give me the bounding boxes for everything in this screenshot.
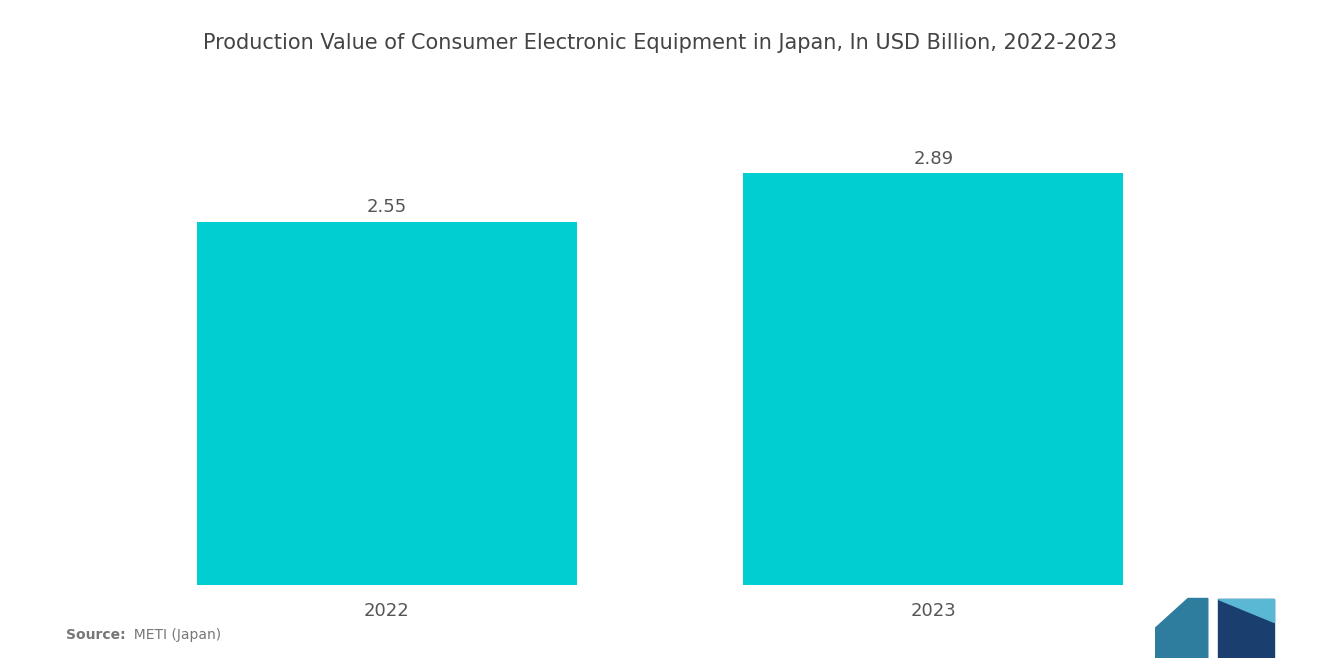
Bar — [197, 222, 577, 585]
Polygon shape — [1218, 598, 1274, 622]
Text: METI (Japan): METI (Japan) — [125, 628, 222, 642]
Polygon shape — [1155, 598, 1208, 658]
Bar — [743, 174, 1123, 585]
Text: Production Value of Consumer Electronic Equipment in Japan, In USD Billion, 2022: Production Value of Consumer Electronic … — [203, 33, 1117, 53]
Text: 2.55: 2.55 — [367, 198, 407, 216]
Polygon shape — [1218, 598, 1274, 658]
Text: Source:: Source: — [66, 628, 125, 642]
Text: 2.89: 2.89 — [913, 150, 953, 168]
